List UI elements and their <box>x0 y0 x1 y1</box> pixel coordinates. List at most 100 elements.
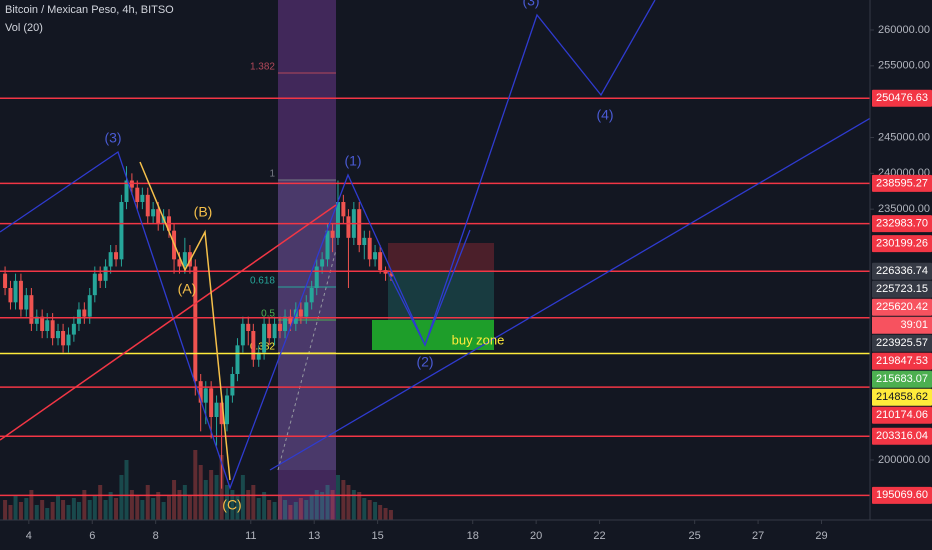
volume-bar <box>129 490 134 520</box>
volume-bar <box>240 475 245 520</box>
volume-bar <box>251 485 256 520</box>
candle-body <box>40 316 45 332</box>
candle-body <box>209 388 214 418</box>
candle-body <box>293 309 298 324</box>
x-tick-label: 22 <box>593 530 605 542</box>
fib-label: 0.5 <box>261 309 275 320</box>
candle-body <box>103 266 108 281</box>
price-label: 232983.70 <box>876 218 928 230</box>
candle-body <box>66 334 71 346</box>
volume-bar <box>3 500 8 520</box>
price-label-box <box>872 388 932 406</box>
candle-body <box>45 320 50 332</box>
candle-body <box>87 295 92 317</box>
volume-bar <box>388 510 393 520</box>
candle-body <box>108 252 113 267</box>
volume-bar <box>341 480 346 520</box>
volume-bar <box>373 502 378 520</box>
candle-body <box>256 352 261 360</box>
candle-body <box>203 388 208 403</box>
candle-body <box>346 216 351 238</box>
volume-bar <box>145 485 150 520</box>
price-label: 238595.27 <box>876 177 928 189</box>
candle-body <box>151 209 156 217</box>
candle-body <box>267 323 272 339</box>
volume-bar <box>203 480 208 520</box>
price-label: 225620.42 <box>876 301 928 313</box>
axes: 4 6 8 11 13 15 18 20 22 25 27 29 260000.00 255000.00 2… <box>26 24 932 542</box>
candle-body <box>272 323 277 339</box>
trend-line-red <box>0 204 337 441</box>
price-label: 210174.06 <box>876 409 928 421</box>
volume-bar <box>267 500 272 520</box>
candle-body <box>3 273 8 289</box>
candle-body <box>357 209 362 246</box>
volume-bar <box>383 508 388 520</box>
candle-body <box>298 309 303 317</box>
price-label: 215683.07 <box>876 373 928 385</box>
candle-body <box>156 209 161 224</box>
x-tick-label: 4 <box>26 530 32 542</box>
candle-body <box>98 273 103 281</box>
fib-label: 1 <box>269 169 275 180</box>
y-tick-label: 200000.00 <box>878 454 930 466</box>
volume-bar <box>320 492 325 520</box>
candle-body <box>177 259 182 267</box>
candle-body <box>34 316 39 324</box>
price-label: 223925.57 <box>876 337 928 349</box>
candle-body <box>388 273 393 277</box>
x-tick-label: 29 <box>815 530 827 542</box>
annotation: (1) <box>344 153 361 169</box>
volume-bar <box>304 500 309 520</box>
volume-bar <box>108 492 113 520</box>
volume-bar <box>161 502 166 520</box>
annotation: (4) <box>596 107 613 123</box>
x-tick-label: 8 <box>153 530 159 542</box>
candle-body <box>235 345 240 375</box>
candle-body <box>92 273 97 296</box>
volume-bar <box>177 490 182 520</box>
volume-bar <box>246 490 251 520</box>
annotation: (3) <box>104 130 121 146</box>
candle-body <box>13 280 18 303</box>
x-tick-label: 6 <box>89 530 95 542</box>
fib-trend <box>277 249 337 471</box>
y-tick-label: 245000.00 <box>878 131 930 143</box>
price-label: 226336.74 <box>876 265 928 277</box>
volume-bar <box>135 495 140 520</box>
volume-bar <box>66 505 71 520</box>
candle-body <box>140 194 145 203</box>
candle-body <box>56 331 61 339</box>
volume-bar <box>29 490 34 520</box>
volume-bar <box>298 498 303 520</box>
candle-body <box>283 316 288 332</box>
volume-bar <box>172 480 177 520</box>
volume-bar <box>235 495 240 520</box>
candle-body <box>325 230 330 260</box>
candle-body <box>240 323 245 346</box>
candle-body <box>288 316 293 324</box>
chart-title: Bitcoin / Mexican Peso, 4h, BITSO <box>5 4 174 16</box>
volume-bar <box>82 490 87 520</box>
countdown: 39:01 <box>900 319 928 331</box>
volume-bar <box>378 505 383 520</box>
volume-bar <box>367 500 372 520</box>
volume-bar <box>50 502 55 520</box>
volume-bar <box>351 490 356 520</box>
price-label-box <box>872 370 932 388</box>
candle-body <box>29 295 34 324</box>
fib-label: 1.382 <box>250 62 275 73</box>
stop-zone <box>388 243 494 272</box>
x-tick-label: 25 <box>689 530 701 542</box>
candle-body <box>314 266 319 289</box>
x-tick-label: 18 <box>467 530 479 542</box>
price-label-box <box>872 486 932 504</box>
annotation: (C) <box>222 497 241 513</box>
candle-body <box>24 295 29 310</box>
volume-bar <box>293 502 298 520</box>
candle-body <box>309 288 314 303</box>
price-label: 214858.62 <box>876 391 928 403</box>
volume-bar <box>330 490 335 520</box>
candle-body <box>262 323 267 353</box>
candle-body <box>225 395 230 425</box>
